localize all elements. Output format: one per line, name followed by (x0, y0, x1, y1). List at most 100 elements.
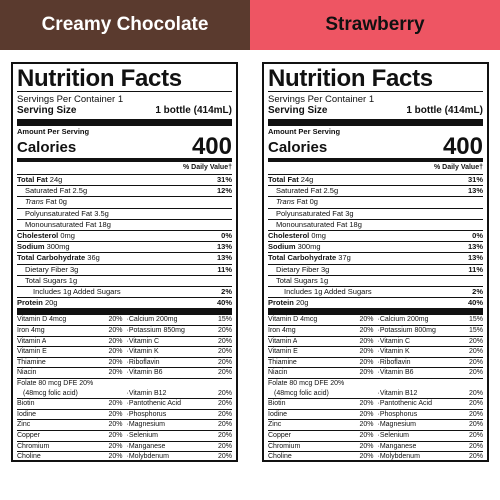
nutrient-row-carbohydrate: Total Carbohydrate 37g 13% (268, 252, 483, 263)
mineral-name: ·Phosphorus (377, 410, 418, 418)
daily-value-header: % Daily Value† (433, 164, 483, 171)
vitamin-rows-b: Biotin 20% ·Pantothenic Acid 20% Iodine 20% ·P… (268, 398, 483, 461)
mineral-pct: 15% (468, 327, 483, 335)
mineral-name: ·Riboflavin (126, 358, 160, 366)
mineral-pct: 20% (468, 410, 483, 418)
vitamin-pct: 20% (108, 337, 123, 345)
nutrition-panel-strawberry: Nutrition Facts Servings Per Container 1… (262, 62, 489, 462)
nutrient-row-protein: Protein 20g 40% (268, 297, 483, 308)
vitamin-pct: 20% (108, 327, 123, 335)
amount-per-serving: Amount Per Serving (268, 127, 341, 136)
nutrient-row-saturated-fat: Saturated Fat 2.5g 12% (17, 185, 232, 196)
serving-size-row: Serving Size 1 bottle (414mL) (17, 105, 232, 119)
vitamin-name: Iron 4mg (268, 327, 296, 335)
vitamin-name: Biotin (17, 400, 35, 408)
amount-per-serving: Amount Per Serving (17, 127, 90, 136)
vitamin-row: Vitamin E 20% ·Vitamin K 20% (17, 346, 232, 357)
mineral-pct: 20% (468, 431, 483, 439)
nutrient-row-sodium: Sodium 300mg 13% (268, 241, 483, 252)
mineral-name: ·Manganese (126, 442, 166, 450)
mineral-name: ·Vitamin K (126, 348, 159, 356)
calories-label: Calories (17, 139, 77, 156)
vitamin-pct: 20% (359, 453, 374, 461)
serving-size-label: Serving Size (268, 105, 328, 116)
mineral-name: ·Magnesium (126, 421, 166, 429)
nutrient-row-protein: Protein 20g 40% (17, 297, 232, 308)
vitamin-pct: 20% (359, 410, 374, 418)
flavor-header-chocolate: Creamy Chocolate (0, 0, 250, 50)
nutrient-row-added-sugars: Includes 1g Added Sugars 2% (268, 286, 483, 297)
vitamin-row: Vitamin D 4mcg 20% ·Calcium 200mg 15% (268, 315, 483, 325)
flavor-header-strawberry: Strawberry (250, 0, 500, 50)
calories-row: Calories 400 (17, 133, 232, 160)
nutrient-row-cholesterol: Cholesterol 0mg 0% (268, 230, 483, 241)
nutrient-row-cholesterol: Cholesterol 0mg 0% (17, 230, 232, 241)
calories-value: 400 (442, 133, 483, 160)
mineral-pct: 20% (468, 369, 483, 377)
vitamin-pct: 20% (359, 400, 374, 408)
vitamin-name: Vitamin E (17, 348, 47, 356)
vitamin-row: Copper 20% ·Selenium 20% (268, 429, 483, 441)
vitamin-row: Thiamine 20% ·Riboflavin 20% (268, 356, 483, 368)
vitamin-row: Biotin 20% ·Pantothenic Acid 20% (268, 398, 483, 409)
vitamin-name: Thiamine (268, 358, 297, 366)
nutrition-panel-chocolate: Nutrition Facts Servings Per Container 1… (11, 62, 238, 462)
mineral-name: ·Potassium 850mg (126, 327, 185, 335)
nutrient-row-poly-fat: Polyunsaturated Fat 3g (268, 207, 483, 219)
mineral-name: ·Pantothenic Acid (377, 400, 432, 408)
vitamin-name: Iodine (268, 410, 288, 418)
vitamin-pct: 20% (108, 369, 123, 377)
mineral-pct: 15% (468, 316, 483, 324)
vitamin-pct: 20% (359, 337, 374, 345)
mineral-pct: 20% (217, 431, 232, 439)
vitamin-pct: 20% (359, 327, 374, 335)
vitamin-pct: 20% (359, 431, 374, 439)
vitamin-grid: Vitamin D 4mcg 20% ·Calcium 200mg 15% Iron 4… (17, 315, 232, 461)
vitamin-pct: 20% (108, 431, 123, 439)
vitamin-row: Iodine 20% ·Phosphorus 20% (268, 408, 483, 420)
vitamin-pct: 20% (108, 316, 123, 324)
mineral-pct: 20% (217, 400, 232, 408)
vitamin-name: Biotin (268, 400, 286, 408)
mineral-pct: 20% (217, 348, 232, 356)
vitamin-row: Vitamin A 20% ·Vitamin C 20% (268, 335, 483, 347)
mineral-pct: 20% (468, 348, 483, 356)
servings-per-container: Servings Per Container 1 (268, 94, 375, 105)
nutrient-row-saturated-fat: Saturated Fat 2.5g 13% (268, 185, 483, 196)
mineral-name: ·Potassium 800mg (377, 327, 436, 335)
vitamin-name: Zinc (17, 421, 31, 429)
vitamin-pct: 20% (108, 453, 123, 461)
vitamin-rows-a: Vitamin D 4mcg 20% ·Calcium 200mg 15% Iron 4… (268, 315, 483, 378)
vitamin-pct: 20% (359, 369, 374, 377)
vitamin-pct: 20% (359, 348, 374, 356)
mineral-name: ·Calcium 200mg (377, 316, 429, 324)
vitamin-name: Chromium (17, 442, 50, 450)
vitamin-rows-a: Vitamin D 4mcg 20% ·Calcium 200mg 15% Iron 4… (17, 315, 232, 378)
serving-size-value: 1 bottle (414mL) (406, 105, 483, 116)
nutrient-row-sodium: Sodium 300mg 13% (17, 241, 232, 252)
calories-row: Calories 400 (268, 133, 483, 160)
serving-size-value: 1 bottle (414mL) (155, 105, 232, 116)
vitamin-rows-b: Biotin 20% ·Pantothenic Acid 20% Iodine 20% ·P… (17, 398, 232, 461)
vitamin-row: Thiamine 20% ·Riboflavin 20% (17, 356, 232, 368)
vitamin-pct: 20% (359, 421, 374, 429)
vitamin-row: Niacin 20% ·Vitamin B6 20% (268, 367, 483, 378)
nutrient-row-carbohydrate: Total Carbohydrate 36g 13% (17, 252, 232, 263)
mineral-name: ·Selenium (126, 431, 159, 439)
mineral-name: ·Riboflavin (377, 358, 411, 366)
vitamin-name: Niacin (17, 369, 37, 377)
mineral-name: ·Vitamin C (377, 337, 411, 345)
nutrient-row-trans-fat: Trans Fat 0g (17, 196, 232, 207)
mineral-pct: 20% (468, 453, 483, 461)
vitamin-pct: 20% (359, 316, 374, 324)
mineral-name: ·Magnesium (377, 421, 417, 429)
calories-value: 400 (191, 133, 232, 160)
vitamin-name: Vitamin A (17, 337, 47, 345)
mineral-name: ·Vitamin C (126, 337, 160, 345)
serving-size-label: Serving Size (17, 105, 77, 116)
mineral-name: ·Vitamin B6 (377, 369, 414, 377)
nutrient-row-poly-fat: Polyunsaturated Fat 3.5g (17, 207, 232, 219)
vitamin-name: Niacin (268, 369, 288, 377)
serving-size-row: Serving Size 1 bottle (414mL) (268, 105, 483, 119)
vitamin-name: Vitamin A (268, 337, 298, 345)
